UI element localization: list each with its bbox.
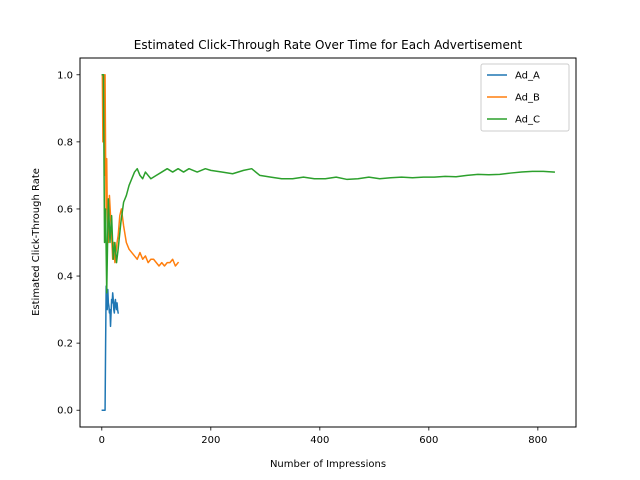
axes-frame xyxy=(79,57,577,428)
series-line-ad-c xyxy=(101,74,555,294)
chart-title: Estimated Click-Through Rate Over Time f… xyxy=(134,38,523,52)
legend-label: Ad_B xyxy=(515,93,540,104)
x-tick-label: 800 xyxy=(528,435,547,446)
series-line-ad-a xyxy=(101,285,120,411)
legend-label: Ad_C xyxy=(515,115,540,126)
y-axis: 0.0 0.2 0.4 0.6 0.8 1.0 xyxy=(57,70,80,417)
y-tick-label: 1.0 xyxy=(57,70,73,81)
y-tick-label: 0.2 xyxy=(57,339,73,350)
y-axis-label: Estimated Click-Through Rate xyxy=(31,168,42,316)
legend-label: Ad_A xyxy=(515,71,540,82)
legend: Ad_A Ad_B Ad_C xyxy=(480,63,570,132)
y-tick-label: 0.6 xyxy=(57,204,73,215)
legend-box xyxy=(480,63,570,132)
plot-area: 0 200 400 600 800 0.0 0.2 0.4 0.6 0.8 1.0 xyxy=(57,57,577,446)
x-tick-label: 600 xyxy=(419,435,438,446)
y-tick-label: 0.4 xyxy=(57,272,73,283)
x-tick-label: 400 xyxy=(310,435,329,446)
x-tick-label: 200 xyxy=(201,435,220,446)
y-tick-label: 0.0 xyxy=(57,406,73,417)
x-axis-label: Number of Impressions xyxy=(270,459,386,470)
x-tick-label: 0 xyxy=(99,435,105,446)
series-layer xyxy=(101,74,555,411)
x-axis: 0 200 400 600 800 xyxy=(99,427,547,446)
y-tick-label: 0.8 xyxy=(57,137,73,148)
